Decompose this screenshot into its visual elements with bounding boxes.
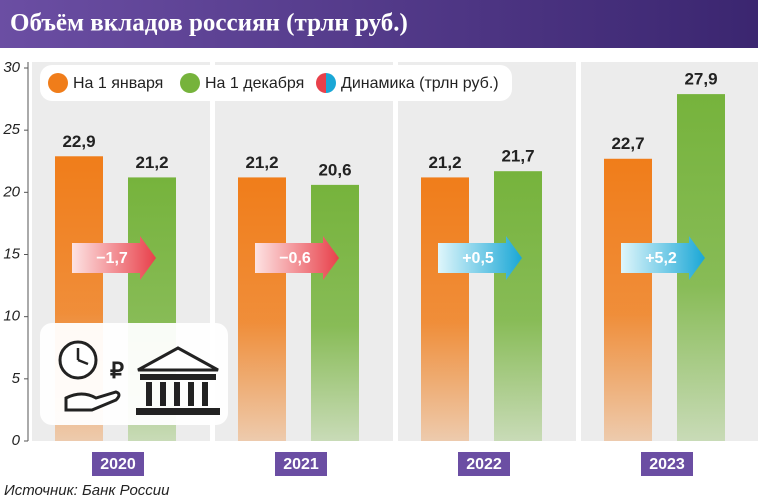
legend-label: Динамика (трлн руб.) (341, 75, 499, 92)
x-tick-label: 2021 (283, 456, 319, 473)
change-label: −0,6 (279, 250, 311, 267)
x-tick-label: 2023 (649, 456, 685, 473)
legend-label: На 1 января (73, 75, 163, 92)
bar (604, 158, 652, 441)
value-label: 21,2 (428, 153, 461, 172)
y-tick-label: 5 (12, 370, 21, 387)
change-arrow (72, 236, 156, 280)
y-tick-label: 25 (2, 121, 20, 138)
y-tick-label: 10 (3, 308, 20, 325)
icon-box: ₽ (40, 323, 228, 425)
legend-swatch (316, 73, 336, 93)
x-tick-label: 2022 (466, 456, 502, 473)
x-label-box (275, 452, 327, 476)
bar (238, 177, 286, 441)
y-tick-label: 20 (2, 183, 20, 200)
y-tick-label: 30 (3, 59, 20, 76)
change-arrow (621, 236, 705, 280)
change-label: −1,7 (96, 250, 128, 267)
change-arrow (255, 236, 339, 280)
x-label-box (641, 452, 693, 476)
source-note: Источник: Банк России (4, 482, 170, 499)
legend-label: На 1 декабря (205, 75, 304, 92)
x-tick-label: 2020 (100, 456, 136, 473)
legend (40, 65, 512, 101)
icon-glyph: ₽ (110, 358, 124, 383)
bar (421, 177, 469, 441)
x-label-box (92, 452, 144, 476)
header (0, 0, 758, 48)
x-label-box (458, 452, 510, 476)
change-label: +0,5 (462, 250, 494, 267)
change-label: +5,2 (645, 250, 677, 267)
legend-swatch (48, 73, 68, 93)
bar (311, 184, 359, 441)
value-label: 20,6 (318, 160, 351, 179)
value-label: 22,9 (62, 132, 95, 151)
y-tick-label: 15 (3, 245, 20, 262)
value-label: 21,2 (135, 153, 168, 172)
y-tick-label: 0 (12, 432, 21, 449)
bar (494, 171, 542, 442)
value-label: 27,9 (684, 70, 717, 89)
chart-title: Объём вкладов россиян (трлн руб.) (10, 10, 408, 37)
value-label: 22,7 (611, 134, 644, 153)
value-label: 21,7 (501, 147, 534, 166)
legend-swatch (180, 73, 200, 93)
change-arrow (438, 236, 522, 280)
value-label: 21,2 (245, 153, 278, 172)
